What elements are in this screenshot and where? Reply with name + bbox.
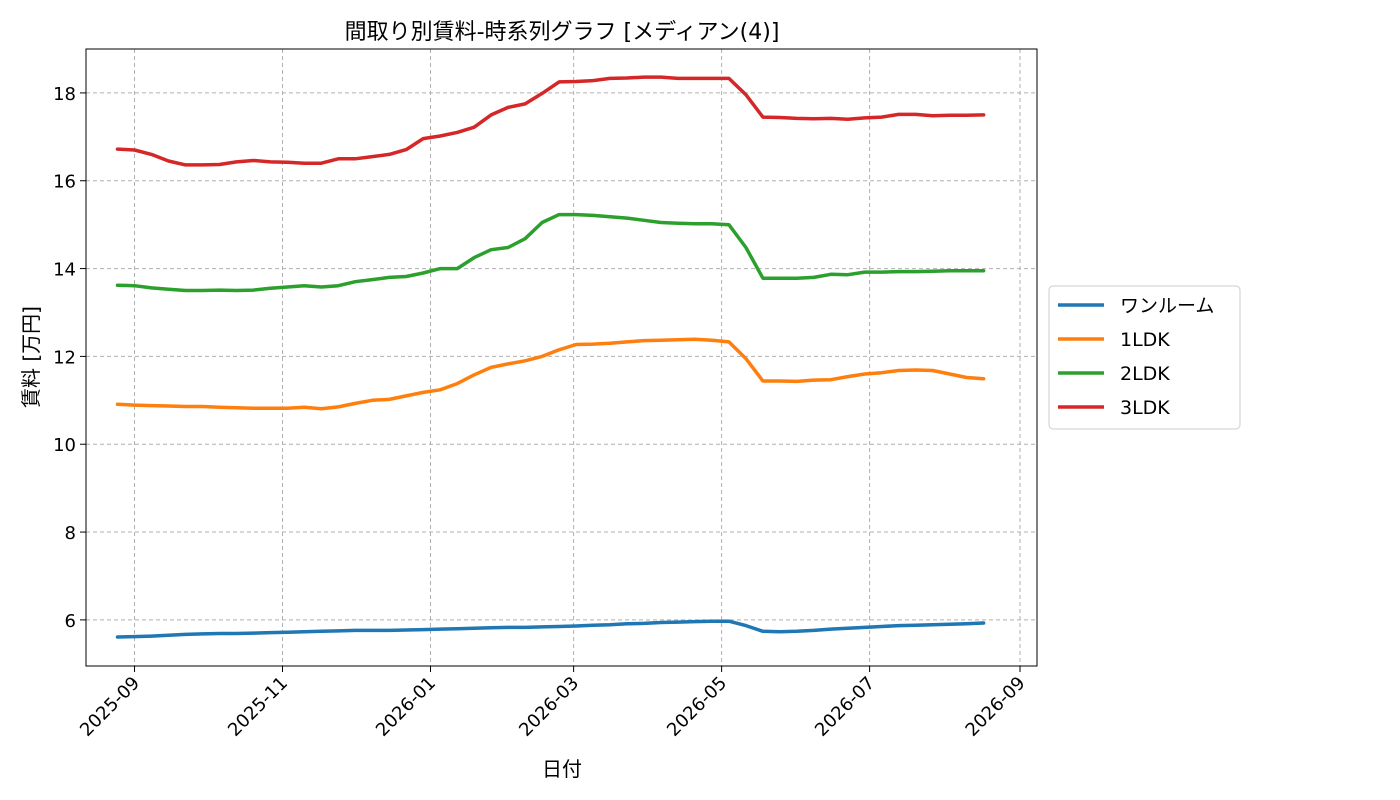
plot-area: [85, 48, 1038, 667]
x-tick-label: 2025-09: [76, 673, 144, 741]
y-tick-label: 16: [53, 172, 76, 193]
x-tick-label: 2026-07: [811, 673, 879, 741]
x-axis: 2025-09 2025-11 2026-01 2026-03 2026-05 2026-…: [76, 666, 1030, 741]
y-tick-label: 14: [53, 260, 76, 281]
y-tick-label: 8: [65, 523, 76, 544]
legend-label-3: 3LDK: [1120, 397, 1170, 419]
x-tick-label: 2026-05: [663, 673, 731, 741]
y-axis-label: 賃料 [万円]: [19, 306, 43, 408]
y-tick-label: 10: [53, 435, 76, 456]
y-tick-label: 6: [65, 611, 76, 632]
legend-label-0: ワンルーム: [1120, 295, 1214, 317]
series-line-0: [115, 619, 986, 639]
x-axis-label: 日付: [542, 757, 582, 781]
x-tick-label: 2026-03: [515, 673, 583, 741]
chart-title: 間取り別賃料-時系列グラフ [メディアン(4)]: [345, 20, 780, 45]
x-tick-label: 2025-11: [224, 673, 292, 741]
y-axis: 6 8 10 12 14 16 18: [53, 84, 86, 632]
legend-frame: [1048, 285, 1241, 430]
series-group: [115, 75, 986, 639]
series-line-2: [115, 212, 986, 293]
grid: [86, 49, 1037, 666]
x-tick-label: 2026-01: [372, 673, 440, 741]
legend: ワンルーム 1LDK 2LDK 3LDK: [1048, 285, 1241, 430]
y-tick-label: 12: [53, 347, 76, 368]
series-line-1: [115, 337, 986, 411]
y-tick-label: 18: [53, 84, 76, 105]
series-line-3: [115, 75, 986, 167]
x-tick-label: 2026-09: [962, 673, 1030, 741]
legend-label-1: 1LDK: [1120, 329, 1170, 351]
legend-label-2: 2LDK: [1120, 363, 1170, 385]
